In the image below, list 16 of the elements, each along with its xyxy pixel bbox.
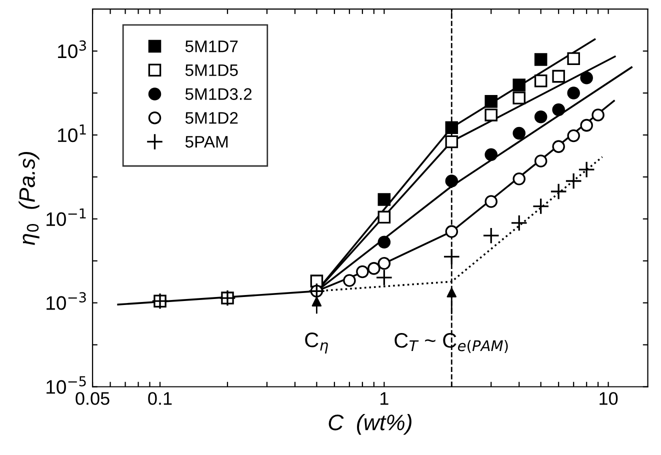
- x-tick-label: 0.05: [76, 392, 110, 405]
- x-tick-label: 1: [380, 392, 388, 405]
- legend-label: 5PAM: [185, 136, 228, 148]
- legend-label: 5M1D7: [185, 40, 238, 52]
- y-tick-label: 10$^{−1}$: [46, 208, 86, 226]
- y-tick-label: 10$^{1}$: [58, 124, 86, 142]
- x-tick-label: 10: [600, 392, 618, 405]
- legend-label: 5M1D5: [185, 64, 238, 76]
- y-tick-label: 10$^{−3}$: [46, 292, 86, 310]
- x-tick-label: 0.1: [148, 392, 172, 405]
- legend-label: 5M1D2: [185, 112, 238, 124]
- x-axis-title: C (wt%): [328, 414, 412, 435]
- y-axis-title: η$_{0}$ (Pa.s): [18, 152, 40, 245]
- legend-label: 5M1D3.2: [185, 88, 252, 100]
- annotation: C$_{η}$: [305, 332, 328, 354]
- y-tick-label: 10$^{3}$: [58, 40, 86, 58]
